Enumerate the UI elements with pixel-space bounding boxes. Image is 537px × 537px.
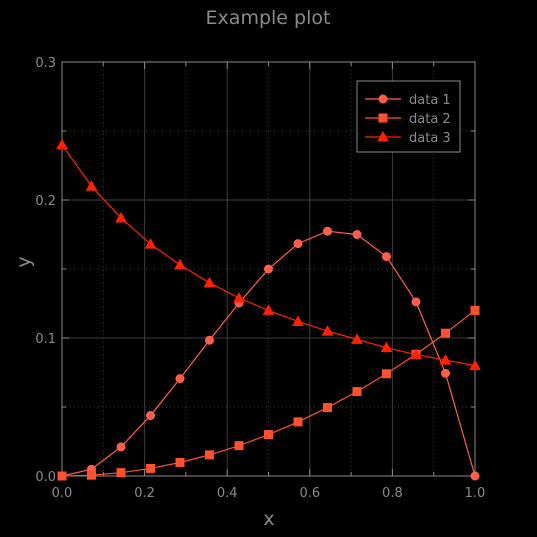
data-point [262, 304, 275, 315]
data-point [203, 276, 216, 288]
data-point [264, 430, 273, 440]
y-tick-label: 0.0 [35, 470, 56, 485]
data-point [115, 211, 127, 223]
data-point [441, 328, 451, 338]
x-axis-label: x [263, 508, 274, 530]
series-line [61, 309, 476, 477]
legend-marker [377, 130, 389, 142]
data-point [204, 450, 214, 460]
data-point [292, 315, 304, 326]
data-point [85, 180, 98, 191]
legend-label: data 2 [409, 112, 451, 127]
data-point [323, 226, 333, 236]
series-line [61, 144, 476, 367]
x-tick-label: 0.0 [52, 486, 73, 501]
data-point [233, 291, 245, 303]
legend: data 1 data 2 data 3 [356, 80, 461, 153]
data-point [439, 354, 452, 365]
data-point [144, 238, 157, 249]
data-point [175, 374, 185, 384]
data-point [116, 468, 126, 478]
data-point [293, 417, 303, 427]
data-point [352, 230, 362, 239]
data-point [57, 471, 67, 481]
data-point [321, 325, 334, 336]
data-point [234, 441, 244, 451]
data-point [174, 258, 186, 270]
legend-label: data 1 [409, 93, 451, 108]
data-point [116, 442, 126, 452]
data-point [352, 387, 362, 397]
y-tick-label: 0.3 [35, 56, 56, 71]
data-point [380, 341, 393, 353]
data-point [470, 305, 480, 315]
legend-entry: data 1 [365, 93, 451, 108]
chart-title: Example plot [206, 7, 331, 29]
legend-marker [378, 94, 388, 104]
data-point [293, 239, 303, 249]
y-tick-label: 0.2 [35, 194, 56, 209]
data-point [470, 471, 480, 481]
y-tick-label: 0.1 [35, 332, 56, 347]
legend-box [356, 80, 461, 153]
legend-entry: data 2 [365, 112, 451, 127]
data-point [86, 470, 96, 480]
data-point [381, 252, 391, 262]
legend-entry: data 3 [365, 130, 451, 146]
tick-labels: 0.0 0.2 0.4 0.6 0.8 1.0 0.0 0.1 0.2 0.3 [35, 56, 485, 501]
data-point [441, 368, 451, 378]
data-point [264, 264, 273, 274]
x-tick-label: 0.6 [299, 486, 320, 501]
series-1 [57, 226, 480, 481]
x-tick-label: 0.2 [134, 486, 155, 501]
data-point [175, 457, 185, 467]
data-point [469, 359, 481, 371]
data-point [204, 335, 214, 345]
series-group [56, 138, 481, 481]
data-point [351, 333, 363, 344]
data-point [410, 348, 422, 360]
y-axis-label: y [13, 256, 35, 267]
series-2 [57, 305, 480, 481]
data-point [146, 411, 156, 421]
x-tick-label: 1.0 [465, 486, 486, 501]
data-point [56, 138, 68, 150]
data-point [411, 297, 421, 307]
legend-label: data 3 [409, 131, 451, 146]
x-tick-label: 0.4 [217, 486, 238, 501]
data-point [323, 403, 333, 413]
x-tick-label: 0.8 [382, 486, 403, 501]
series-3 [56, 138, 481, 371]
data-point [146, 463, 156, 473]
legend-marker [378, 113, 388, 123]
data-point [381, 369, 391, 379]
